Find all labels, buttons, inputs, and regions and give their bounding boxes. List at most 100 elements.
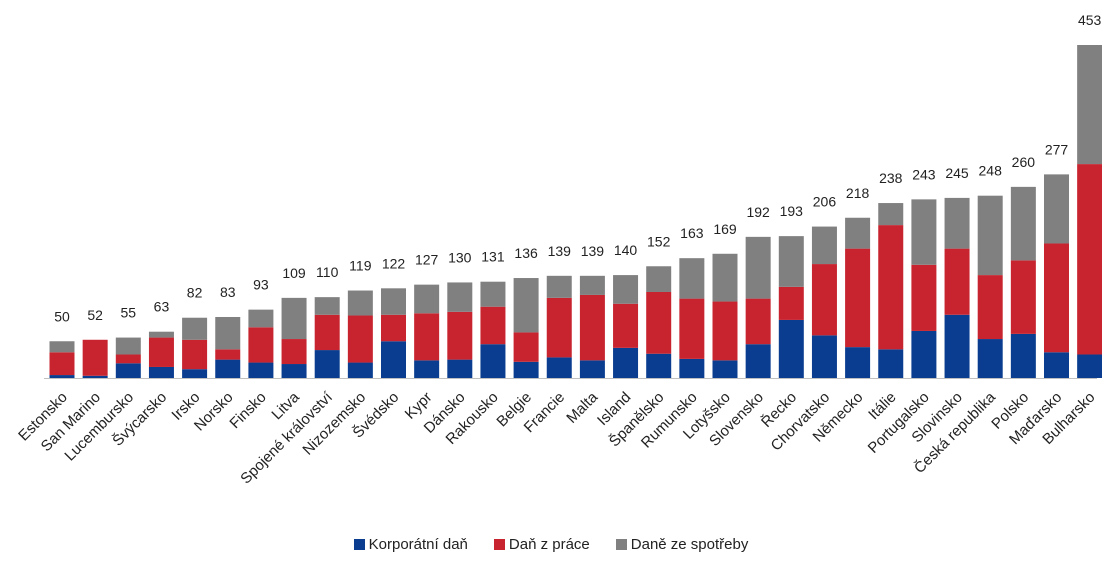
bar-segment-korporatni-dan — [1044, 352, 1069, 378]
data-label-total: 169 — [713, 221, 737, 237]
legend-item-korporatni-dan: Korporátní daň — [353, 536, 468, 553]
bar-segment-dan-z-prace — [414, 313, 440, 361]
bar-segment-dan-z-prace — [215, 349, 241, 360]
data-label-total: 109 — [282, 265, 306, 281]
bar-segment-korporatni-dan — [82, 375, 108, 378]
bar-segment-dan-z-prace — [82, 339, 108, 376]
bar-segment-dan-z-prace — [878, 225, 904, 350]
data-label-total: 245 — [945, 165, 969, 181]
bar-segment-dane-ze-spotreby — [347, 290, 373, 316]
data-label-total: 83 — [220, 284, 236, 300]
bar-segment-dan-z-prace — [1077, 164, 1102, 355]
bar-segment-dan-z-prace — [381, 314, 406, 342]
bar-segment-dane-ze-spotreby — [911, 199, 937, 265]
bar-segment-korporatni-dan — [347, 362, 373, 378]
bar-segment-korporatni-dan — [1077, 354, 1102, 378]
bar-segment-dane-ze-spotreby — [115, 337, 141, 355]
legend-swatch — [615, 539, 627, 550]
bar-segment-dan-z-prace — [347, 315, 373, 363]
bar-segment-dane-ze-spotreby — [314, 297, 340, 315]
bar-segment-dan-z-prace — [447, 311, 473, 360]
bar-segment-korporatni-dan — [977, 339, 1003, 378]
bar-segment-korporatni-dan — [314, 350, 340, 378]
bar-segment-dane-ze-spotreby — [281, 297, 307, 340]
data-label-total: 131 — [481, 249, 505, 265]
bar-segment-dan-z-prace — [248, 327, 274, 363]
bar-segment-korporatni-dan — [1010, 333, 1036, 378]
bar-segment-dane-ze-spotreby — [712, 253, 738, 302]
bar-segment-dane-ze-spotreby — [778, 236, 804, 287]
data-label-total: 218 — [846, 185, 870, 201]
bar-segment-korporatni-dan — [414, 360, 440, 378]
legend-swatch — [493, 539, 505, 550]
bar-segment-dane-ze-spotreby — [977, 195, 1003, 276]
bar-segment-dan-z-prace — [314, 314, 340, 351]
bar-segment-dane-ze-spotreby — [811, 226, 837, 265]
bar-segment-korporatni-dan — [613, 347, 639, 378]
data-label-total: 127 — [415, 252, 439, 268]
bar-segment-dane-ze-spotreby — [49, 341, 75, 353]
bar-segment-dan-z-prace — [480, 306, 506, 345]
bar-segment-korporatni-dan — [480, 344, 506, 378]
bar-segment-dane-ze-spotreby — [381, 288, 406, 315]
legend-label: Korporátní daň — [368, 536, 468, 553]
bar-segment-dane-ze-spotreby — [513, 278, 539, 333]
data-label-total: 248 — [979, 163, 1003, 179]
data-label-total: 122 — [382, 255, 406, 271]
bar-segment-dan-z-prace — [845, 248, 871, 348]
data-label-total: 130 — [448, 249, 472, 265]
data-label-total: 152 — [647, 233, 671, 249]
bar-segment-dan-z-prace — [1044, 243, 1069, 353]
bar-segment-korporatni-dan — [745, 344, 771, 378]
data-label-total: 55 — [121, 305, 137, 321]
bar-segment-dan-z-prace — [712, 301, 738, 361]
bar-segment-dan-z-prace — [115, 354, 141, 364]
bar-segment-korporatni-dan — [679, 358, 705, 378]
data-label-total: 50 — [54, 308, 70, 324]
bar-segment-dane-ze-spotreby — [613, 275, 639, 304]
bar-segment-korporatni-dan — [381, 341, 406, 378]
bar-segment-dan-z-prace — [811, 264, 837, 336]
bar-segment-dan-z-prace — [281, 339, 307, 365]
bar-segment-korporatni-dan — [182, 369, 208, 378]
bar-segment-dane-ze-spotreby — [215, 316, 241, 350]
bar-segment-korporatni-dan — [911, 330, 937, 378]
bar-segment-korporatni-dan — [579, 360, 605, 378]
bar-segment-dan-z-prace — [182, 339, 208, 370]
bar-segment-dane-ze-spotreby — [679, 258, 705, 299]
bar-segment-dane-ze-spotreby — [447, 282, 473, 312]
bar-segment-korporatni-dan — [447, 359, 473, 378]
bar-segment-dan-z-prace — [944, 248, 970, 315]
bar-segment-dane-ze-spotreby — [1044, 174, 1069, 244]
bar-segment-dane-ze-spotreby — [480, 281, 506, 307]
data-label-total: 206 — [813, 194, 837, 210]
legend-item-dan-z-prace: Daň z práce — [493, 536, 590, 553]
data-label-total: 260 — [1012, 154, 1036, 170]
bar-segment-dane-ze-spotreby — [579, 275, 605, 295]
bar-segment-dane-ze-spotreby — [1010, 186, 1036, 261]
data-label-total: 52 — [87, 307, 103, 323]
bar-segment-korporatni-dan — [248, 362, 274, 378]
data-label-total: 63 — [154, 299, 170, 315]
bar-segment-korporatni-dan — [148, 366, 174, 378]
bar-segment-korporatni-dan — [546, 357, 572, 378]
data-label-total: 453 — [1078, 12, 1102, 28]
data-label-total: 93 — [253, 277, 269, 293]
bar-segment-korporatni-dan — [778, 319, 804, 378]
bar-segment-dan-z-prace — [513, 332, 539, 362]
x-tick-label: Malta — [563, 388, 601, 426]
bar-segment-dane-ze-spotreby — [745, 236, 771, 299]
data-label-total: 110 — [316, 264, 339, 280]
bar-segment-korporatni-dan — [845, 347, 871, 378]
bar-segment-korporatni-dan — [215, 359, 241, 378]
bar-segment-dane-ze-spotreby — [546, 275, 572, 298]
bar-segment-dan-z-prace — [1010, 260, 1036, 334]
bar-segment-dane-ze-spotreby — [646, 266, 672, 292]
legend-item-dane-ze-spotreby: Daně ze spotřeby — [615, 536, 748, 553]
bar-segment-dan-z-prace — [613, 303, 639, 348]
bar-segment-dane-ze-spotreby — [845, 217, 871, 249]
bar-segment-dan-z-prace — [579, 294, 605, 361]
bar-segment-dane-ze-spotreby — [1077, 45, 1102, 165]
bar-segment-dan-z-prace — [679, 298, 705, 359]
